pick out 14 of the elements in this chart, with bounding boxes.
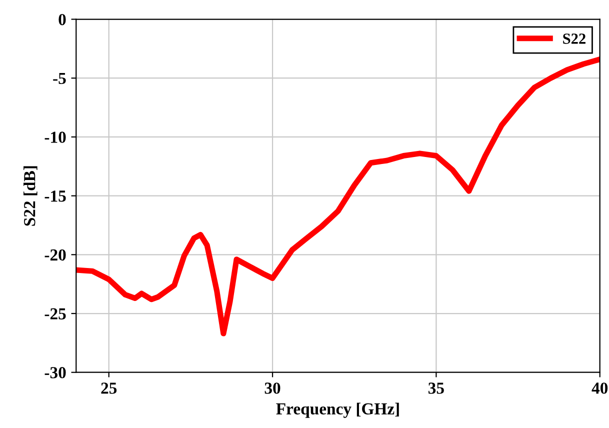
y-tick-label: -25 xyxy=(44,308,66,320)
y-tick-label: -20 xyxy=(44,249,66,261)
legend-label: S22 xyxy=(563,34,586,44)
x-tick-label: 40 xyxy=(592,382,608,394)
y-tick-label: 0 xyxy=(58,14,66,26)
y-tick-label: -5 xyxy=(53,72,66,84)
x-axis-title: Frequency [GHz] xyxy=(276,402,399,418)
y-tick-label: -30 xyxy=(44,367,66,378)
x-tick-label: 30 xyxy=(264,382,280,394)
x-tick-label: 25 xyxy=(101,382,117,394)
x-tick-label: 35 xyxy=(428,382,444,394)
y-tick-label: -15 xyxy=(44,190,66,202)
y-axis-title: S22 [dB] xyxy=(24,166,38,226)
y-tick-label: -10 xyxy=(44,132,66,143)
